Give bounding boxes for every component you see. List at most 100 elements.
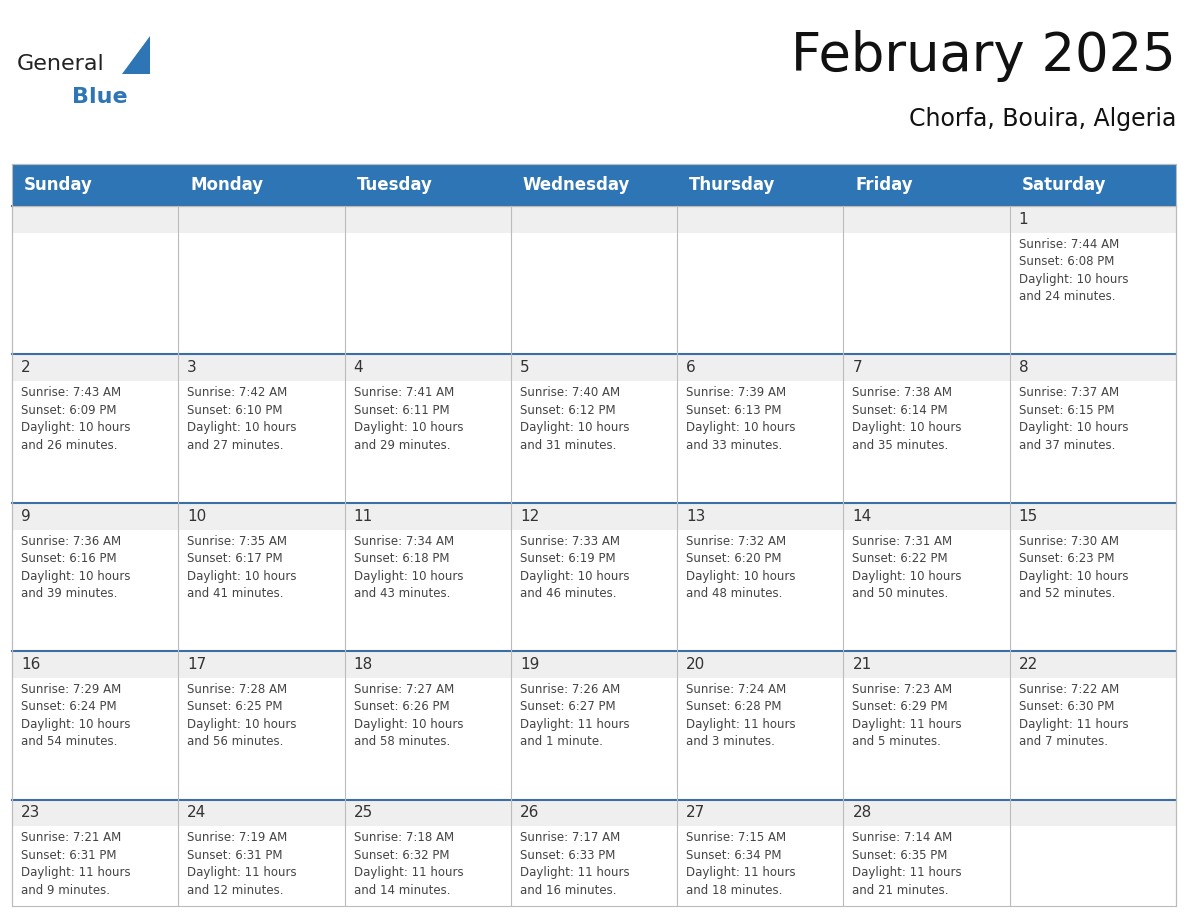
Bar — [1010, 206, 1176, 232]
Text: 5: 5 — [520, 360, 530, 375]
Bar — [843, 651, 1010, 677]
Bar — [511, 354, 677, 503]
Text: Wednesday: Wednesday — [523, 176, 630, 194]
Bar — [511, 164, 677, 206]
Text: Thursday: Thursday — [689, 176, 776, 194]
Text: Sunrise: 7:18 AM
Sunset: 6:32 PM
Daylight: 11 hours
and 14 minutes.: Sunrise: 7:18 AM Sunset: 6:32 PM Dayligh… — [354, 832, 463, 897]
Text: 22: 22 — [1019, 657, 1038, 672]
Bar — [511, 651, 677, 677]
Text: Sunrise: 7:28 AM
Sunset: 6:25 PM
Daylight: 10 hours
and 56 minutes.: Sunrise: 7:28 AM Sunset: 6:25 PM Dayligh… — [188, 683, 297, 748]
Bar — [843, 206, 1010, 232]
Bar — [1010, 503, 1176, 530]
Text: Sunrise: 7:36 AM
Sunset: 6:16 PM
Daylight: 10 hours
and 39 minutes.: Sunrise: 7:36 AM Sunset: 6:16 PM Dayligh… — [21, 534, 131, 600]
Bar — [12, 206, 178, 232]
Bar — [12, 800, 178, 826]
Text: Sunrise: 7:39 AM
Sunset: 6:13 PM
Daylight: 10 hours
and 33 minutes.: Sunrise: 7:39 AM Sunset: 6:13 PM Dayligh… — [687, 386, 796, 452]
Bar — [12, 354, 178, 381]
Bar — [12, 354, 178, 503]
Text: 25: 25 — [354, 805, 373, 821]
Text: Saturday: Saturday — [1022, 176, 1106, 194]
Text: Sunrise: 7:14 AM
Sunset: 6:35 PM
Daylight: 11 hours
and 21 minutes.: Sunrise: 7:14 AM Sunset: 6:35 PM Dayligh… — [853, 832, 962, 897]
Text: 21: 21 — [853, 657, 872, 672]
Bar — [178, 800, 345, 918]
Text: 26: 26 — [520, 805, 539, 821]
Bar — [677, 800, 843, 918]
Text: Sunrise: 7:17 AM
Sunset: 6:33 PM
Daylight: 11 hours
and 16 minutes.: Sunrise: 7:17 AM Sunset: 6:33 PM Dayligh… — [520, 832, 630, 897]
Bar — [345, 503, 511, 530]
Bar — [1010, 354, 1176, 381]
Bar — [1010, 800, 1176, 826]
Bar — [843, 164, 1010, 206]
Bar — [677, 651, 843, 800]
Text: 11: 11 — [354, 509, 373, 523]
Text: 17: 17 — [188, 657, 207, 672]
Bar — [677, 800, 843, 826]
Bar — [843, 354, 1010, 381]
Bar — [345, 206, 511, 232]
Text: 24: 24 — [188, 805, 207, 821]
Text: Blue: Blue — [72, 87, 127, 107]
Text: 16: 16 — [21, 657, 40, 672]
Text: 1: 1 — [1019, 212, 1029, 227]
Text: Sunrise: 7:19 AM
Sunset: 6:31 PM
Daylight: 11 hours
and 12 minutes.: Sunrise: 7:19 AM Sunset: 6:31 PM Dayligh… — [188, 832, 297, 897]
Bar — [677, 503, 843, 651]
Text: Sunrise: 7:44 AM
Sunset: 6:08 PM
Daylight: 10 hours
and 24 minutes.: Sunrise: 7:44 AM Sunset: 6:08 PM Dayligh… — [1019, 238, 1129, 303]
Text: 18: 18 — [354, 657, 373, 672]
Text: Sunrise: 7:38 AM
Sunset: 6:14 PM
Daylight: 10 hours
and 35 minutes.: Sunrise: 7:38 AM Sunset: 6:14 PM Dayligh… — [853, 386, 962, 452]
Text: 6: 6 — [687, 360, 696, 375]
Text: 15: 15 — [1019, 509, 1038, 523]
Bar — [178, 206, 345, 354]
Text: Sunrise: 7:27 AM
Sunset: 6:26 PM
Daylight: 10 hours
and 58 minutes.: Sunrise: 7:27 AM Sunset: 6:26 PM Dayligh… — [354, 683, 463, 748]
Bar — [843, 800, 1010, 918]
Bar — [511, 206, 677, 232]
Bar — [178, 651, 345, 677]
Text: Friday: Friday — [855, 176, 914, 194]
Text: 3: 3 — [188, 360, 197, 375]
Text: Sunrise: 7:26 AM
Sunset: 6:27 PM
Daylight: 11 hours
and 1 minute.: Sunrise: 7:26 AM Sunset: 6:27 PM Dayligh… — [520, 683, 630, 748]
Bar — [1010, 800, 1176, 918]
Bar — [345, 354, 511, 381]
Text: Chorfa, Bouira, Algeria: Chorfa, Bouira, Algeria — [909, 107, 1176, 131]
Text: Sunrise: 7:32 AM
Sunset: 6:20 PM
Daylight: 10 hours
and 48 minutes.: Sunrise: 7:32 AM Sunset: 6:20 PM Dayligh… — [687, 534, 796, 600]
Text: Sunrise: 7:35 AM
Sunset: 6:17 PM
Daylight: 10 hours
and 41 minutes.: Sunrise: 7:35 AM Sunset: 6:17 PM Dayligh… — [188, 534, 297, 600]
Text: 19: 19 — [520, 657, 539, 672]
Bar — [12, 651, 178, 800]
Bar — [178, 503, 345, 651]
Text: 10: 10 — [188, 509, 207, 523]
Bar — [511, 503, 677, 530]
Bar — [12, 164, 178, 206]
Text: Sunrise: 7:22 AM
Sunset: 6:30 PM
Daylight: 11 hours
and 7 minutes.: Sunrise: 7:22 AM Sunset: 6:30 PM Dayligh… — [1019, 683, 1129, 748]
Text: 7: 7 — [853, 360, 862, 375]
Text: Sunrise: 7:31 AM
Sunset: 6:22 PM
Daylight: 10 hours
and 50 minutes.: Sunrise: 7:31 AM Sunset: 6:22 PM Dayligh… — [853, 534, 962, 600]
Bar — [178, 651, 345, 800]
Bar — [677, 206, 843, 232]
Text: Sunrise: 7:24 AM
Sunset: 6:28 PM
Daylight: 11 hours
and 3 minutes.: Sunrise: 7:24 AM Sunset: 6:28 PM Dayligh… — [687, 683, 796, 748]
Bar — [178, 206, 345, 232]
Bar — [843, 651, 1010, 800]
Bar — [345, 164, 511, 206]
Text: 2: 2 — [21, 360, 31, 375]
Text: Sunrise: 7:41 AM
Sunset: 6:11 PM
Daylight: 10 hours
and 29 minutes.: Sunrise: 7:41 AM Sunset: 6:11 PM Dayligh… — [354, 386, 463, 452]
Text: Sunrise: 7:30 AM
Sunset: 6:23 PM
Daylight: 10 hours
and 52 minutes.: Sunrise: 7:30 AM Sunset: 6:23 PM Dayligh… — [1019, 534, 1129, 600]
Bar — [677, 206, 843, 354]
Bar — [12, 164, 1176, 906]
Bar — [677, 354, 843, 381]
Bar — [843, 354, 1010, 503]
Text: Sunrise: 7:40 AM
Sunset: 6:12 PM
Daylight: 10 hours
and 31 minutes.: Sunrise: 7:40 AM Sunset: 6:12 PM Dayligh… — [520, 386, 630, 452]
Text: Sunday: Sunday — [24, 176, 93, 194]
Bar — [1010, 503, 1176, 651]
Bar — [1010, 164, 1176, 206]
Bar — [12, 206, 178, 354]
Text: 20: 20 — [687, 657, 706, 672]
Text: 28: 28 — [853, 805, 872, 821]
Bar — [1010, 651, 1176, 677]
Bar — [345, 651, 511, 800]
Text: Sunrise: 7:33 AM
Sunset: 6:19 PM
Daylight: 10 hours
and 46 minutes.: Sunrise: 7:33 AM Sunset: 6:19 PM Dayligh… — [520, 534, 630, 600]
Bar — [12, 651, 178, 677]
Text: Sunrise: 7:23 AM
Sunset: 6:29 PM
Daylight: 11 hours
and 5 minutes.: Sunrise: 7:23 AM Sunset: 6:29 PM Dayligh… — [853, 683, 962, 748]
Bar — [511, 800, 677, 826]
Bar — [677, 354, 843, 503]
Bar — [178, 354, 345, 503]
Text: Sunrise: 7:21 AM
Sunset: 6:31 PM
Daylight: 11 hours
and 9 minutes.: Sunrise: 7:21 AM Sunset: 6:31 PM Dayligh… — [21, 832, 131, 897]
Bar — [345, 354, 511, 503]
